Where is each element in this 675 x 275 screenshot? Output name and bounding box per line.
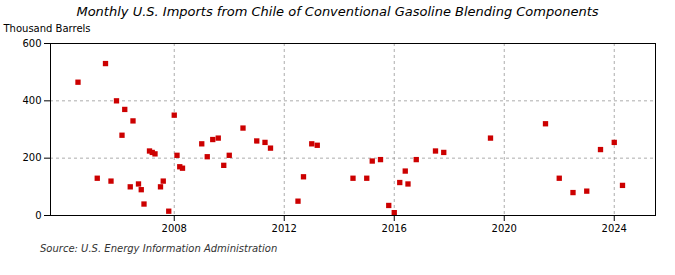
- svg-text:200: 200: [22, 152, 41, 163]
- svg-text:600: 600: [22, 38, 41, 49]
- svg-text:Thousand Barrels: Thousand Barrels: [3, 23, 91, 34]
- svg-text:0: 0: [35, 210, 41, 221]
- svg-text:2020: 2020: [492, 223, 517, 234]
- svg-text:2008: 2008: [162, 223, 187, 234]
- svg-text:2012: 2012: [272, 223, 297, 234]
- svg-text:2024: 2024: [602, 223, 627, 234]
- svg-text:2016: 2016: [382, 223, 407, 234]
- html-text:Monthly U.S. Imports from Chil: Monthly U.S. Imports from Chile of Conve…: [76, 4, 599, 19]
- html-text:Source: U.S. Energy Informatio: Source: U.S. Energy Information Administ…: [40, 243, 278, 254]
- svg-text:400: 400: [22, 95, 41, 106]
